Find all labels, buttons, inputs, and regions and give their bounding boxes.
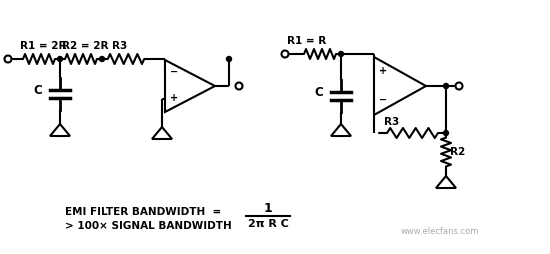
Circle shape [100,56,104,61]
Circle shape [443,84,448,88]
Circle shape [338,52,344,56]
Circle shape [227,56,232,61]
Text: R3: R3 [384,117,399,127]
Text: 1: 1 [263,201,272,214]
Text: R1 = 2R: R1 = 2R [20,41,67,51]
Text: −: − [170,67,178,77]
Circle shape [235,83,243,89]
Text: R3: R3 [112,41,127,51]
Circle shape [58,56,63,61]
Polygon shape [165,60,215,112]
Text: 2π R C: 2π R C [248,219,288,229]
Circle shape [455,83,463,89]
Text: +: + [170,93,178,103]
Text: EMI FILTER BANDWIDTH  =: EMI FILTER BANDWIDTH = [65,207,221,217]
Text: +: + [379,66,387,75]
Polygon shape [374,57,426,115]
Circle shape [4,56,12,62]
Text: −: − [379,94,387,104]
Text: R2: R2 [450,147,465,157]
Text: C: C [33,84,42,97]
Text: R1 = R: R1 = R [287,36,326,46]
Text: R2 = 2R: R2 = 2R [62,41,108,51]
Circle shape [282,51,289,57]
Text: > 100× SIGNAL BANDWIDTH: > 100× SIGNAL BANDWIDTH [65,221,232,231]
Text: C: C [314,86,323,99]
Circle shape [443,131,448,135]
Text: www.elecfans.com: www.elecfans.com [401,227,479,236]
